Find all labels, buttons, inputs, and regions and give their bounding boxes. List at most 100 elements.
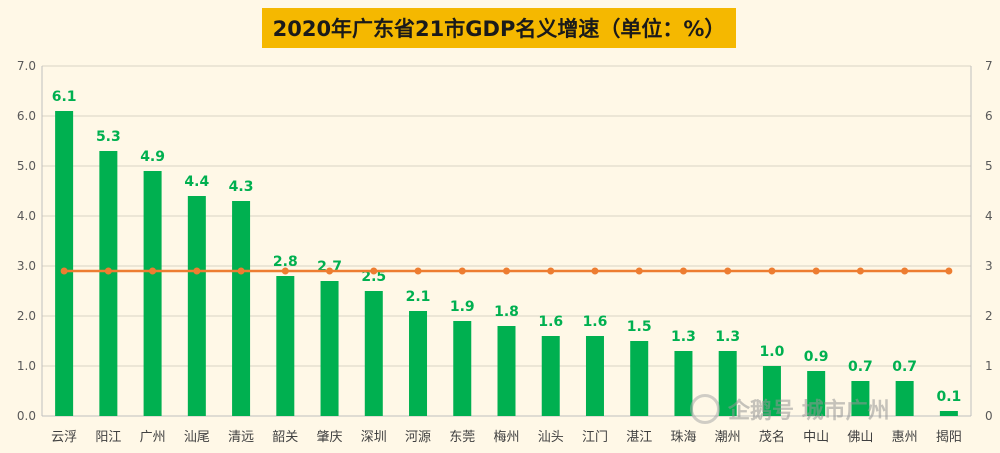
bar <box>762 366 781 416</box>
line-point <box>812 267 820 275</box>
line-point <box>104 267 112 275</box>
y2-tick-label: 0 <box>985 409 993 423</box>
x-tick-label: 佛山 <box>847 430 873 445</box>
bar <box>674 351 693 416</box>
y-tick-label: 1.0 <box>17 359 36 373</box>
y-tick-label: 7.0 <box>17 59 36 73</box>
x-tick-label: 江门 <box>582 430 608 445</box>
bar <box>718 351 737 416</box>
data-label: 1.3 <box>671 329 696 345</box>
data-label: 4.4 <box>184 174 209 190</box>
line-point <box>60 267 68 275</box>
x-tick-label: 深圳 <box>361 430 387 445</box>
x-tick-label: 河源 <box>405 430 431 445</box>
x-tick-label: 清远 <box>228 430 254 445</box>
line-point <box>281 267 289 275</box>
penguin-icon <box>690 394 720 424</box>
line-point <box>768 267 776 275</box>
x-tick-label: 惠州 <box>892 430 918 445</box>
line-point <box>945 267 953 275</box>
data-label: 0.7 <box>892 359 917 375</box>
bar <box>630 341 649 416</box>
y-tick-label: 4.0 <box>17 209 36 223</box>
line-point <box>503 267 510 275</box>
line-point <box>724 267 732 275</box>
line-point <box>237 267 245 275</box>
x-tick-label: 东莞 <box>449 430 475 445</box>
x-tick-label: 梅州 <box>493 430 519 445</box>
data-label: 4.3 <box>229 179 254 195</box>
x-tick-label: 云浮 <box>51 430 77 445</box>
data-label: 1.6 <box>538 314 563 330</box>
y-tick-label: 2.0 <box>17 309 36 323</box>
bar <box>99 151 118 416</box>
bar <box>939 411 958 416</box>
x-tick-label: 肇庆 <box>317 430 343 445</box>
data-label: 4.9 <box>140 149 165 165</box>
data-label: 6.1 <box>52 89 77 105</box>
y-tick-label: 5.0 <box>17 159 36 173</box>
x-tick-label: 湛江 <box>626 430 652 445</box>
y-tick-label: 0.0 <box>17 409 36 423</box>
data-label: 1.3 <box>715 329 740 345</box>
bar <box>453 321 472 416</box>
y-tick-label: 3.0 <box>17 259 36 273</box>
x-tick-label: 阳江 <box>95 430 121 445</box>
x-tick-label: 中山 <box>803 430 829 445</box>
line-point <box>414 267 422 275</box>
bar <box>187 196 206 416</box>
x-tick-label: 潮州 <box>715 430 741 445</box>
line-point <box>679 267 687 275</box>
y2-tick-label: 6 <box>985 109 993 123</box>
line-point <box>193 267 201 275</box>
data-label: 0.1 <box>936 389 961 405</box>
bar <box>851 381 870 416</box>
watermark: 企鹅号 城市广州 <box>690 392 890 426</box>
line-point <box>149 267 157 275</box>
x-tick-label: 珠海 <box>670 430 696 445</box>
bar <box>364 291 383 416</box>
data-label: 0.9 <box>804 349 829 365</box>
x-tick-label: 汕尾 <box>184 430 210 445</box>
line-point <box>547 267 555 275</box>
line-point <box>635 267 643 275</box>
bar <box>895 381 914 416</box>
data-label: 1.0 <box>760 344 785 360</box>
x-tick-label: 揭阳 <box>936 430 962 445</box>
data-label: 2.1 <box>406 289 431 305</box>
bar <box>232 201 251 416</box>
bar <box>143 171 162 416</box>
line-point <box>370 267 378 275</box>
bar <box>585 336 604 416</box>
y2-tick-label: 4 <box>985 209 993 223</box>
chart-title-box: 2020年广东省21市GDP名义增速（单位：%） <box>262 8 736 48</box>
y2-tick-label: 7 <box>985 59 993 73</box>
bar <box>409 311 428 416</box>
bar <box>55 111 74 416</box>
data-label: 2.8 <box>273 254 298 270</box>
data-label: 2.5 <box>361 269 386 285</box>
y2-tick-label: 3 <box>985 259 993 273</box>
line-point <box>591 267 599 275</box>
data-label: 1.6 <box>583 314 608 330</box>
bar <box>320 281 339 416</box>
data-label: 5.3 <box>96 129 121 145</box>
line-point <box>326 267 334 275</box>
data-label: 1.5 <box>627 319 652 335</box>
y2-tick-label: 1 <box>985 359 993 373</box>
line-point <box>856 267 864 275</box>
data-label: 1.8 <box>494 304 519 320</box>
bar <box>807 371 826 416</box>
x-tick-label: 茂名 <box>759 429 785 445</box>
y2-tick-label: 2 <box>985 309 993 323</box>
bar <box>497 326 516 416</box>
y-tick-label: 6.0 <box>17 109 36 123</box>
x-tick-label: 韶关 <box>272 429 298 445</box>
x-tick-label: 汕头 <box>538 430 564 445</box>
chart-title: 2020年广东省21市GDP名义增速（单位：%） <box>272 17 726 41</box>
y2-tick-label: 5 <box>985 159 993 173</box>
data-label: 0.7 <box>848 359 873 375</box>
x-tick-label: 广州 <box>140 430 166 445</box>
